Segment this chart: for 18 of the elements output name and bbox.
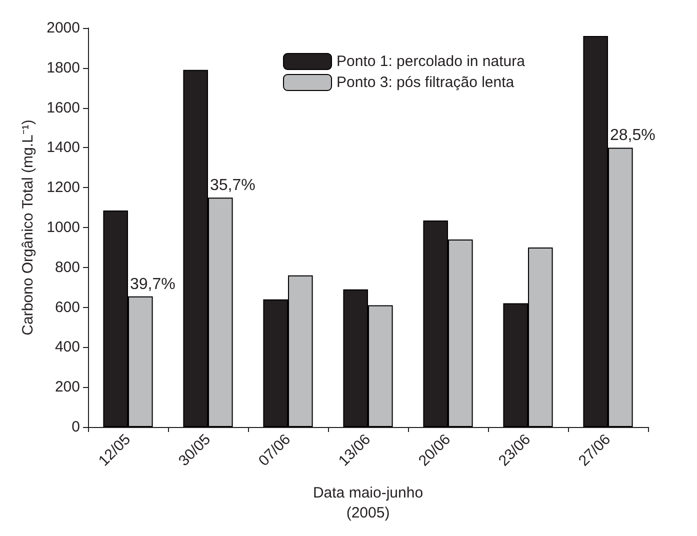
y-axis-title: Carbono Orgânico Total (mg.L⁻¹)	[20, 120, 37, 336]
y-tick-label: 600	[54, 298, 80, 316]
y-tick-label: 1400	[46, 139, 80, 156]
legend-label: Ponto 3: pós filtração lenta	[336, 74, 515, 91]
y-tick-label: 1200	[46, 179, 80, 196]
x-axis-title: Data maio-junho (2005)	[312, 484, 424, 522]
y-tick-label: 1600	[46, 99, 80, 116]
y-tick-label: 1800	[46, 59, 80, 76]
legend-label: Ponto 1: percolado in natura	[336, 53, 526, 70]
y-tick-label: 400	[54, 338, 80, 356]
y-tick-label: 2000	[46, 20, 80, 36]
annotation: 39,7%	[130, 276, 176, 293]
y-tick-label: 200	[54, 378, 80, 396]
y-tick-label: 0	[72, 418, 80, 436]
annotation: 35,7%	[210, 177, 256, 194]
annotation: 28,5%	[610, 127, 656, 144]
y-tick-label: 1000	[46, 219, 80, 236]
y-tick-label: 800	[54, 258, 80, 276]
